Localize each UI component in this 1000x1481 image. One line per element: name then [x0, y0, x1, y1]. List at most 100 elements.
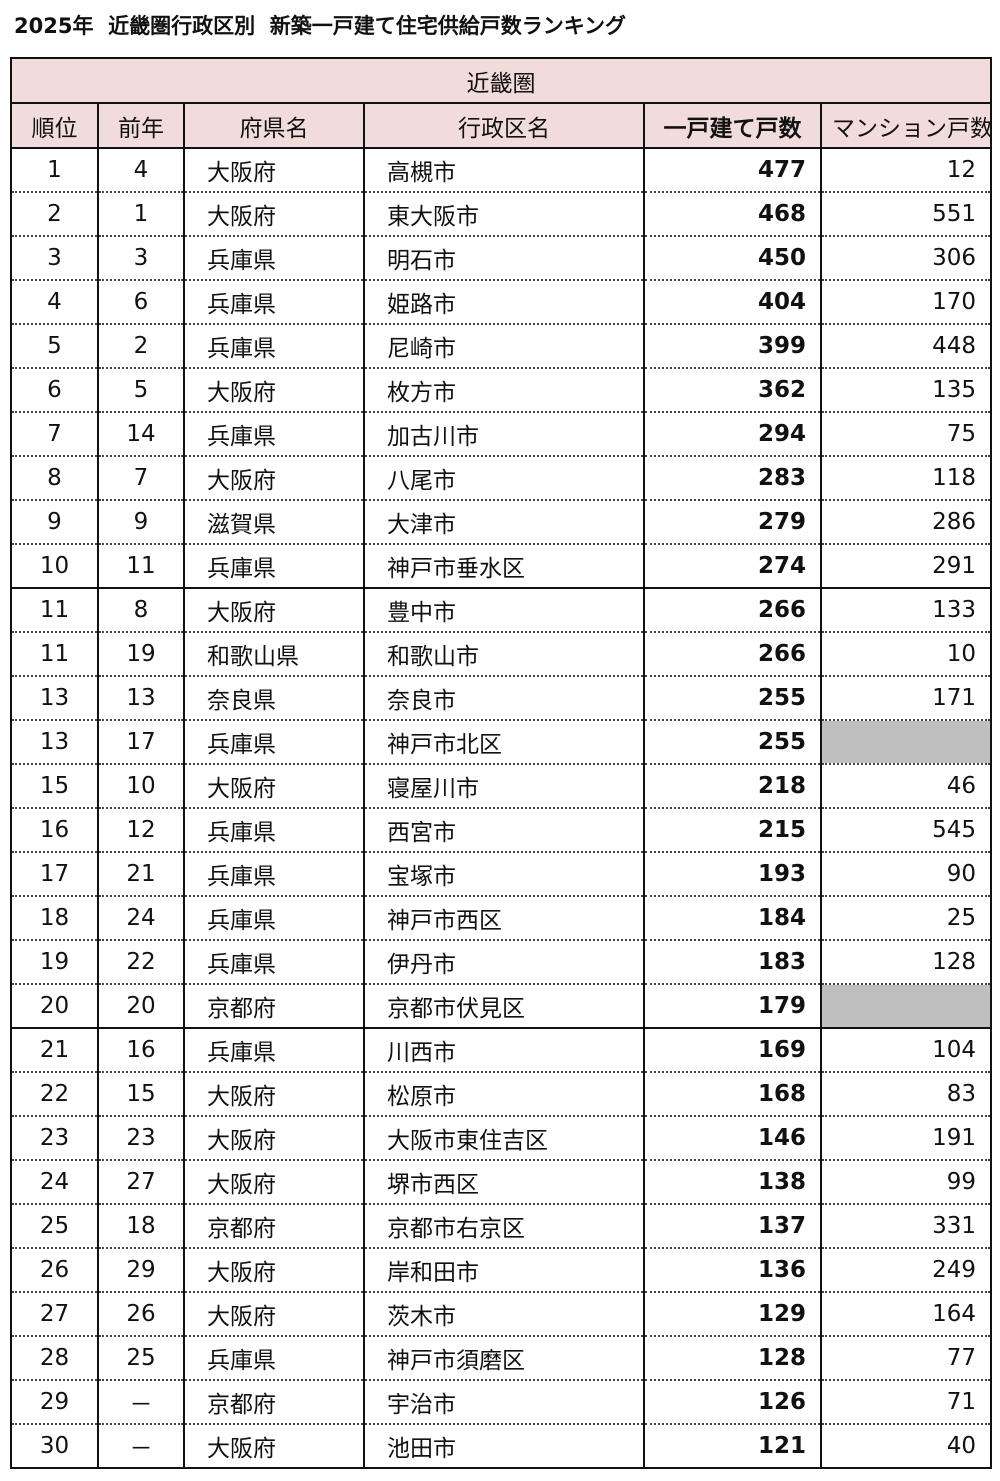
col-prefecture: 府県名	[183, 103, 365, 149]
condo-count-cell: 128	[819, 940, 993, 985]
condo-count-cell: 286	[819, 500, 993, 545]
table-row: 27 26 大阪府 茨木市 129 164	[10, 1292, 993, 1337]
prefecture-cell: 和歌山県	[183, 632, 365, 677]
prefecture-cell: 兵庫県	[183, 852, 365, 897]
col-rank: 順位	[10, 103, 99, 149]
detached-count-cell: 294	[643, 412, 822, 457]
rank-cell: 21	[10, 1028, 99, 1073]
condo-count-cell: 46	[819, 764, 993, 809]
condo-count-cell: 77	[819, 1336, 993, 1381]
condo-count-cell: 191	[819, 1116, 993, 1161]
table-row: 6 5 大阪府 枚方市 362 135	[10, 368, 993, 413]
municipality-cell: 寝屋川市	[363, 764, 645, 809]
prev-rank-cell: 10	[97, 764, 185, 809]
prev-rank-cell: 22	[97, 940, 185, 985]
prefecture-cell: 兵庫県	[183, 1336, 365, 1381]
detached-count-cell: 477	[643, 148, 822, 193]
condo-count-cell: 448	[819, 324, 993, 369]
prefecture-cell: 京都府	[183, 984, 365, 1029]
condo-count-cell: 171	[819, 676, 993, 721]
detached-count-cell: 283	[643, 456, 822, 501]
municipality-cell: 川西市	[363, 1028, 645, 1073]
prefecture-cell: 京都府	[183, 1204, 365, 1249]
detached-count-cell: 128	[643, 1336, 822, 1381]
municipality-cell: 京都市伏見区	[363, 984, 645, 1029]
table-row: 20 20 京都府 京都市伏見区 179	[10, 984, 993, 1029]
rank-cell: 26	[10, 1248, 99, 1293]
prefecture-cell: 大阪府	[183, 764, 365, 809]
table-row: 13 13 奈良県 奈良市 255 171	[10, 676, 993, 721]
municipality-cell: 明石市	[363, 236, 645, 281]
prefecture-cell: 大阪府	[183, 148, 365, 193]
condo-count-cell: 306	[819, 236, 993, 281]
table-row: 19 22 兵庫県 伊丹市 183 128	[10, 940, 993, 985]
condo-count-cell: 249	[819, 1248, 993, 1293]
table-row: 5 2 兵庫県 尼崎市 399 448	[10, 324, 993, 369]
prefecture-cell: 大阪府	[183, 456, 365, 501]
prefecture-cell: 兵庫県	[183, 896, 365, 941]
detached-count-cell: 266	[643, 632, 822, 677]
detached-count-cell: 399	[643, 324, 822, 369]
col-detached-houses: 一戸建て戸数	[643, 103, 822, 149]
condo-count-cell: 135	[819, 368, 993, 413]
prev-rank-cell: 21	[97, 852, 185, 897]
prev-rank-cell: 11	[97, 544, 185, 589]
table-row: 10 11 兵庫県 神戸市垂水区 274 291	[10, 544, 993, 589]
prev-rank-cell: 27	[97, 1160, 185, 1205]
detached-count-cell: 137	[643, 1204, 822, 1249]
prefecture-cell: 大阪府	[183, 1072, 365, 1117]
prefecture-cell: 兵庫県	[183, 940, 365, 985]
detached-count-cell: 184	[643, 896, 822, 941]
rank-cell: 9	[10, 500, 99, 545]
condo-count-cell: 104	[819, 1028, 993, 1073]
prev-rank-cell: 15	[97, 1072, 185, 1117]
detached-count-cell: 193	[643, 852, 822, 897]
prefecture-cell: 大阪府	[183, 1424, 365, 1468]
table-row: 18 24 兵庫県 神戸市西区 184 25	[10, 896, 993, 941]
detached-count-cell: 126	[643, 1380, 822, 1425]
prefecture-cell: 兵庫県	[183, 1028, 365, 1073]
municipality-cell: 西宮市	[363, 808, 645, 853]
prev-rank-cell: 9	[97, 500, 185, 545]
detached-count-cell: 169	[643, 1028, 822, 1073]
prefecture-cell: 兵庫県	[183, 808, 365, 853]
condo-count-cell: 545	[819, 808, 993, 853]
prev-rank-cell: 4	[97, 148, 185, 193]
prefecture-cell: 奈良県	[183, 676, 365, 721]
table-row: 3 3 兵庫県 明石市 450 306	[10, 236, 993, 281]
detached-count-cell: 450	[643, 236, 822, 281]
condo-count-cell: 75	[819, 412, 993, 457]
prefecture-cell: 大阪府	[183, 588, 365, 633]
municipality-cell: 豊中市	[363, 588, 645, 633]
table-row: 23 23 大阪府 大阪市東住吉区 146 191	[10, 1116, 993, 1161]
rank-cell: 5	[10, 324, 99, 369]
prefecture-cell: 兵庫県	[183, 544, 365, 589]
rank-cell: 30	[10, 1424, 99, 1468]
condo-count-cell: 83	[819, 1072, 993, 1117]
detached-count-cell: 146	[643, 1116, 822, 1161]
municipality-cell: 池田市	[363, 1424, 645, 1468]
prev-rank-cell: 16	[97, 1028, 185, 1073]
detached-count-cell: 404	[643, 280, 822, 325]
rank-cell: 16	[10, 808, 99, 853]
detached-count-cell: 121	[643, 1424, 822, 1468]
rank-cell: 17	[10, 852, 99, 897]
prev-rank-cell: 7	[97, 456, 185, 501]
prev-rank-cell: －	[97, 1424, 185, 1468]
municipality-cell: 神戸市北区	[363, 720, 645, 765]
table-row: 13 17 兵庫県 神戸市北区 255	[10, 720, 993, 765]
municipality-cell: 伊丹市	[363, 940, 645, 985]
prev-rank-cell: 29	[97, 1248, 185, 1293]
municipality-cell: 茨木市	[363, 1292, 645, 1337]
prev-rank-cell: 23	[97, 1116, 185, 1161]
municipality-cell: 宇治市	[363, 1380, 645, 1425]
municipality-cell: 神戸市西区	[363, 896, 645, 941]
prev-rank-cell: 14	[97, 412, 185, 457]
rank-cell: 29	[10, 1380, 99, 1425]
table-row: 15 10 大阪府 寝屋川市 218 46	[10, 764, 993, 809]
prev-rank-cell: 13	[97, 676, 185, 721]
municipality-cell: 和歌山市	[363, 632, 645, 677]
condo-count-cell	[819, 720, 993, 765]
municipality-cell: 八尾市	[363, 456, 645, 501]
rank-cell: 22	[10, 1072, 99, 1117]
